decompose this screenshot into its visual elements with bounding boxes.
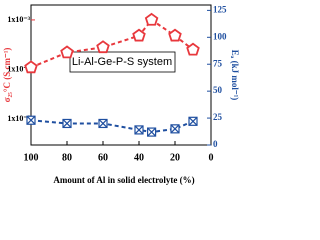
y2-tick-label: 100 (213, 31, 227, 41)
point (186, 42, 200, 56)
point (62, 118, 72, 129)
series-line (30, 119, 194, 134)
point (170, 124, 180, 134)
x-tick-label: 60 (98, 152, 108, 163)
y-tick-label: 1x10⁻⁴ (7, 64, 30, 73)
x-axis-title: Amount of Al in solid electrolyte (%) (53, 175, 194, 185)
x-tick-label: 100 (24, 152, 39, 163)
y-tick-label: 1x10⁻³ (7, 15, 30, 24)
y2-axis-title: Eₐ (kJ mol⁻¹) (230, 50, 240, 101)
point (24, 60, 38, 74)
y2-tick-label: 50 (213, 85, 223, 95)
point (168, 28, 182, 42)
point (188, 116, 198, 126)
point (60, 45, 74, 59)
y-tick-label: 1x10⁻⁵ (7, 114, 30, 123)
chart: Li-Al-Ge-P-S system Amount of Al in soli… (2, 4, 240, 185)
x-tick-label: 20 (170, 152, 180, 163)
point (26, 115, 36, 125)
y2-tick-label: 75 (213, 58, 223, 68)
point (144, 12, 159, 26)
x-tick-label: 0 (209, 152, 214, 163)
y2-tick-label: 0 (213, 139, 218, 149)
point (96, 40, 110, 54)
annotation: Li-Al-Ge-P-S system (72, 56, 172, 68)
x-tick-label: 40 (134, 152, 144, 163)
y2-tick-label: 125 (213, 4, 227, 14)
point (132, 28, 146, 42)
point (147, 127, 157, 137)
y2-tick-label: 25 (213, 112, 223, 122)
annotation-box (69, 51, 176, 73)
point (98, 118, 108, 129)
point (134, 125, 144, 135)
plot-frame (30, 4, 212, 146)
y-axis-title: σ₂₅°C (S cm⁻¹) (2, 48, 12, 103)
x-tick-label: 80 (62, 152, 72, 163)
